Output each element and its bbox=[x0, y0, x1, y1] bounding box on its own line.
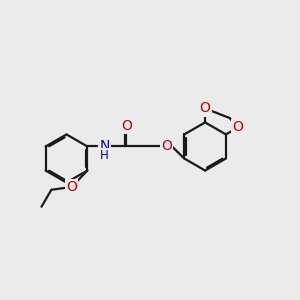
Text: H: H bbox=[100, 149, 109, 162]
Text: O: O bbox=[200, 101, 211, 116]
Text: O: O bbox=[232, 121, 243, 134]
Text: O: O bbox=[161, 140, 172, 154]
Text: O: O bbox=[121, 119, 132, 133]
Text: N: N bbox=[99, 140, 110, 154]
Text: O: O bbox=[66, 180, 77, 194]
